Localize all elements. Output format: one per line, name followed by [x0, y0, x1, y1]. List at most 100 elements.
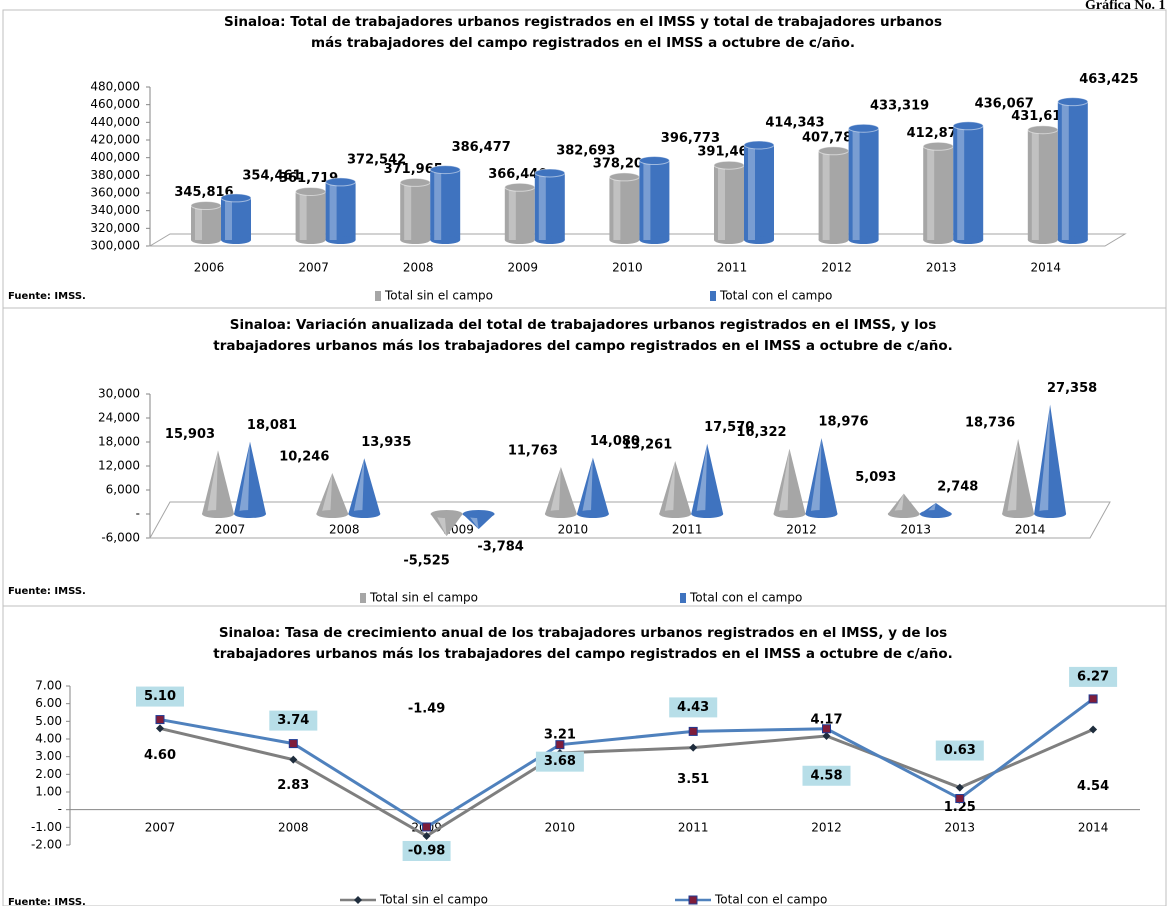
y-tick-label: 480,000: [90, 80, 140, 94]
y-tick-label: 3.00: [35, 749, 62, 763]
chart-title: trabajadores urbanos más los trabajadore…: [213, 646, 953, 662]
label-box: [535, 751, 584, 772]
bar: [534, 168, 566, 244]
label-box: [402, 840, 451, 861]
x-tick-label: 2010: [545, 821, 576, 835]
y-tick-label: 380,000: [90, 168, 140, 182]
value-label: 18,081: [247, 418, 297, 433]
y-tick-label: 18,000: [98, 435, 140, 449]
value-label: 16,322: [736, 425, 786, 440]
y-tick-label: 460,000: [90, 97, 140, 111]
y-tick-label: 420,000: [90, 133, 140, 147]
legend-swatch: [680, 593, 686, 603]
value-label: 14,080: [590, 434, 640, 449]
x-tick-label: 2008: [329, 523, 360, 537]
point: [555, 740, 565, 750]
x-tick-label: 2012: [786, 523, 817, 537]
value-label: 4.54: [1077, 779, 1109, 794]
y-tick-label: -2.00: [31, 838, 62, 852]
value-label: 2,748: [937, 480, 978, 495]
value-label: 354,461: [242, 168, 301, 183]
value-label: 371,965: [384, 162, 443, 177]
bar: [430, 510, 463, 537]
y-tick-label: -: [58, 802, 62, 816]
source-note: Fuente: IMSS.: [8, 586, 86, 597]
x-tick-label: 2007: [215, 523, 246, 537]
legend-marker: [688, 895, 698, 905]
bar: [544, 466, 577, 518]
y-tick-label: 5.00: [35, 714, 62, 728]
chart-title: trabajadores urbanos más los trabajadore…: [213, 338, 953, 354]
y-tick-label: -1.00: [31, 820, 62, 834]
value-label: -0.98: [408, 843, 445, 858]
legend-label: Total con el campo: [689, 591, 802, 605]
value-label: 366,440: [488, 167, 547, 182]
label-box: [935, 740, 984, 761]
x-tick-label: 2007: [298, 261, 329, 275]
bar: [1057, 97, 1089, 244]
bar: [295, 186, 327, 244]
value-label: 4.17: [810, 712, 842, 727]
bar: [202, 450, 234, 518]
value-label: 5,093: [855, 470, 896, 485]
value-label: 345,816: [174, 185, 233, 200]
value-label: 412,879: [907, 126, 966, 141]
value-label: 4.60: [144, 748, 176, 763]
value-label: 386,477: [452, 140, 511, 155]
bar: [691, 443, 724, 518]
x-tick-label: 2010: [612, 261, 643, 275]
value-label: 3.21: [544, 727, 576, 742]
y-tick-label: 300,000: [90, 239, 140, 253]
bar: [220, 193, 252, 244]
bar: [1002, 439, 1035, 518]
value-label: 433,319: [870, 99, 929, 114]
bar: [348, 458, 381, 518]
point: [1089, 725, 1098, 734]
bar: [659, 460, 692, 518]
x-tick-label: 2008: [403, 261, 434, 275]
value-label: 2.83: [277, 778, 309, 793]
value-label: 396,773: [661, 131, 720, 146]
y-tick-label: 6.00: [35, 696, 62, 710]
value-label: -1.49: [408, 701, 445, 716]
bar: [325, 177, 357, 244]
value-label: -5,525: [403, 554, 450, 569]
value-label: 18,976: [818, 415, 868, 430]
value-label: 463,425: [1079, 72, 1138, 87]
legend-swatch: [710, 291, 716, 301]
legend-swatch: [375, 291, 381, 301]
y-tick-label: 340,000: [90, 203, 140, 217]
frame: [2, 605, 1167, 906]
value-label: 0.63: [944, 743, 976, 758]
bar: [399, 177, 431, 244]
line: [159, 697, 1094, 829]
x-tick-label: 2012: [811, 821, 842, 835]
value-label: 6.27: [1077, 669, 1109, 684]
bar: [234, 441, 266, 518]
y-tick-label: -: [136, 507, 140, 521]
point: [822, 724, 831, 734]
y-tick-label: 2.00: [35, 767, 62, 781]
value-label: 13,935: [361, 435, 411, 450]
bar: [887, 493, 920, 518]
y-tick-label: 440,000: [90, 115, 140, 129]
bar: [462, 510, 495, 530]
bar: [1027, 125, 1059, 244]
value-label: 3.68: [544, 754, 576, 769]
value-label: 4.43: [677, 700, 709, 715]
chart-title: Sinaloa: Variación anualizada del total …: [230, 317, 936, 333]
point: [288, 739, 298, 749]
x-tick-label: 2010: [558, 523, 589, 537]
label-box: [669, 697, 718, 718]
value-label: 407,786: [802, 130, 861, 145]
value-label: 372,542: [347, 152, 406, 167]
bar: [919, 503, 952, 518]
legend-label: Total sin el campo: [379, 893, 488, 906]
bar: [576, 457, 609, 518]
point: [156, 724, 164, 733]
bar: [190, 201, 222, 244]
bar: [922, 141, 954, 244]
bar: [638, 156, 670, 244]
x-tick-label: 2012: [821, 261, 852, 275]
x-tick-label: 2007: [145, 821, 176, 835]
